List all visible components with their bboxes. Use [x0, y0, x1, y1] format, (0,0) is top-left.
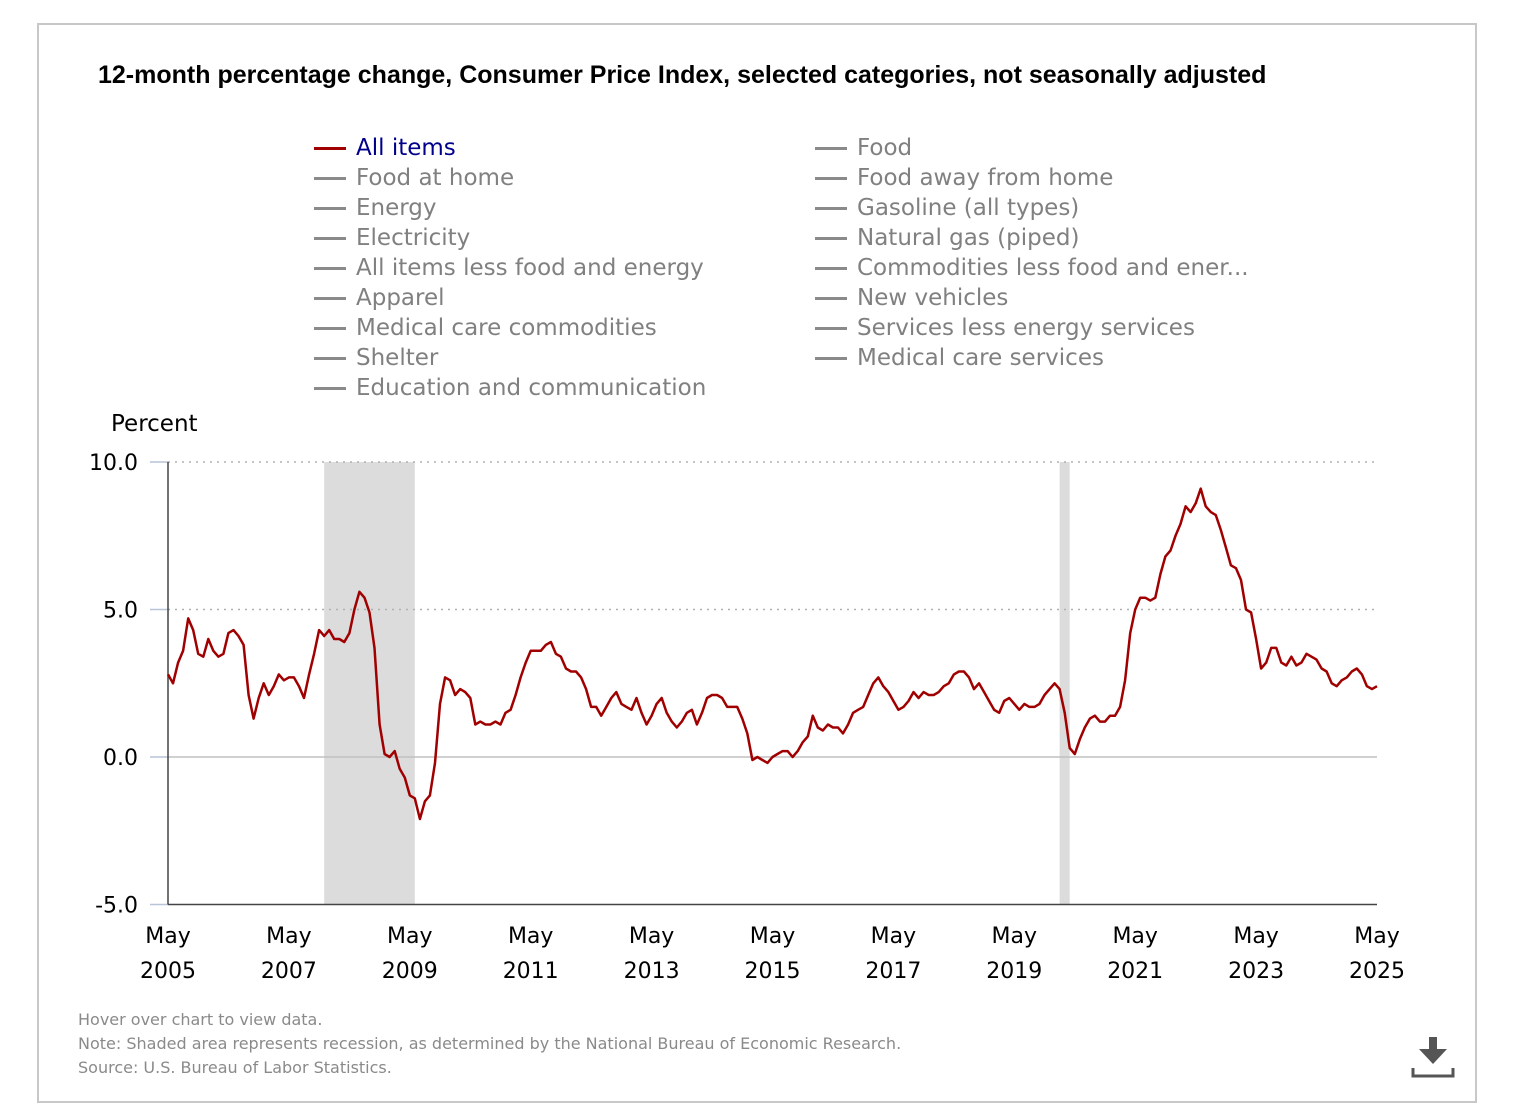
x-tick-label-month: May: [1354, 924, 1399, 949]
x-tick-label-year: 2005: [140, 959, 196, 984]
y-tick-label: 5.0: [103, 599, 138, 624]
y-axis-label: Percent: [111, 411, 198, 437]
x-tick-label-month: May: [387, 924, 432, 949]
chart-notes: Hover over chart to view data. Note: Sha…: [78, 1008, 901, 1080]
x-tick-label-year: 2013: [624, 959, 680, 984]
download-button[interactable]: [1411, 1035, 1455, 1079]
x-tick-label-month: May: [992, 924, 1037, 949]
legend-item[interactable]: Gasoline (all types): [815, 193, 1079, 223]
legend-line-icon: [815, 176, 847, 180]
legend-label: Education and communication: [356, 375, 707, 401]
legend-item[interactable]: Shelter: [314, 343, 438, 373]
legend-item[interactable]: Food away from home: [815, 163, 1113, 193]
legend-line-icon: [314, 356, 346, 360]
legend-line-icon: [314, 236, 346, 240]
legend-item[interactable]: All items: [314, 133, 456, 163]
download-icon: [1411, 1037, 1455, 1078]
legend-label: Commodities less food and ener...: [857, 255, 1249, 281]
legend-line-icon: [314, 146, 346, 150]
legend-label: Food: [857, 135, 913, 161]
legend-item[interactable]: Medical care services: [815, 343, 1104, 373]
legend-label: All items: [356, 135, 456, 161]
recession-band: [1059, 462, 1070, 905]
hover-note: Hover over chart to view data.: [78, 1010, 323, 1029]
legend-line-icon: [815, 326, 847, 330]
x-tick-label-year: 2017: [865, 959, 921, 984]
x-tick-label-year: 2007: [261, 959, 317, 984]
x-tick-label-year: 2023: [1228, 959, 1284, 984]
x-tick-label-month: May: [145, 924, 190, 949]
legend-line-icon: [815, 296, 847, 300]
legend-label: Shelter: [356, 345, 439, 371]
legend-label: Services less energy services: [857, 315, 1195, 341]
y-tick-label: 0.0: [103, 746, 138, 771]
x-tick-label-year: 2019: [986, 959, 1042, 984]
x-tick-label-month: May: [750, 924, 795, 949]
legend-line-icon: [815, 236, 847, 240]
legend-label: Food at home: [356, 165, 515, 191]
legend-line-icon: [314, 386, 346, 390]
legend-label: Energy: [356, 195, 437, 221]
x-tick-label-year: 2025: [1349, 959, 1405, 984]
x-tick-label-month: May: [1112, 924, 1157, 949]
legend-label: Electricity: [356, 225, 471, 251]
legend-item[interactable]: Electricity: [314, 223, 470, 253]
legend-line-icon: [314, 176, 346, 180]
x-tick-label-month: May: [629, 924, 674, 949]
legend-item[interactable]: Apparel: [314, 283, 445, 313]
legend-line-icon: [314, 266, 346, 270]
legend-line-icon: [815, 206, 847, 210]
x-tick-label-month: May: [508, 924, 553, 949]
legend-item[interactable]: Commodities less food and ener...: [815, 253, 1249, 283]
legend-item[interactable]: Food at home: [314, 163, 514, 193]
x-tick-label-year: 2021: [1107, 959, 1163, 984]
legend-item[interactable]: Education and communication: [314, 373, 706, 403]
legend-label: Natural gas (piped): [857, 225, 1080, 251]
legend-label: Food away from home: [857, 165, 1114, 191]
x-tick-label-year: 2015: [745, 959, 801, 984]
legend-label: All items less food and energy: [356, 255, 704, 281]
recession-band: [324, 462, 415, 905]
x-tick-label-month: May: [1233, 924, 1278, 949]
y-tick-label: -5.0: [95, 894, 138, 919]
x-tick-label-month: May: [871, 924, 916, 949]
chart-frame: [37, 23, 1477, 1103]
legend-line-icon: [815, 266, 847, 270]
legend-item[interactable]: Natural gas (piped): [815, 223, 1079, 253]
x-tick-label-year: 2011: [503, 959, 559, 984]
legend-line-icon: [314, 296, 346, 300]
legend-label: Gasoline (all types): [857, 195, 1080, 221]
legend-item[interactable]: All items less food and energy: [314, 253, 704, 283]
legend-label: Medical care commodities: [356, 315, 657, 341]
source-note: Source: U.S. Bureau of Labor Statistics.: [78, 1058, 392, 1077]
x-tick-label-year: 2009: [382, 959, 438, 984]
recession-note: Note: Shaded area represents recession, …: [78, 1034, 902, 1053]
legend-item[interactable]: New vehicles: [815, 283, 1008, 313]
legend-line-icon: [314, 206, 346, 210]
legend-label: New vehicles: [857, 285, 1009, 311]
legend-label: Apparel: [356, 285, 445, 311]
x-tick-label-month: May: [266, 924, 311, 949]
legend-item[interactable]: Energy: [314, 193, 437, 223]
legend-line-icon: [815, 356, 847, 360]
legend-line-icon: [815, 146, 847, 150]
legend-item[interactable]: Services less energy services: [815, 313, 1195, 343]
series-line-all-items: [166, 487, 1378, 821]
legend-item[interactable]: Medical care commodities: [314, 313, 657, 343]
y-tick-label: 10.0: [89, 451, 138, 476]
legend-item[interactable]: Food: [815, 133, 912, 163]
chart-title: 12-month percentage change, Consumer Pri…: [98, 61, 1267, 89]
legend-line-icon: [314, 326, 346, 330]
legend-label: Medical care services: [857, 345, 1104, 371]
